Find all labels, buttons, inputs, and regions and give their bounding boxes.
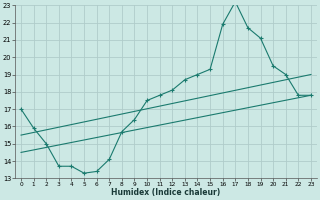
- X-axis label: Humidex (Indice chaleur): Humidex (Indice chaleur): [111, 188, 220, 197]
